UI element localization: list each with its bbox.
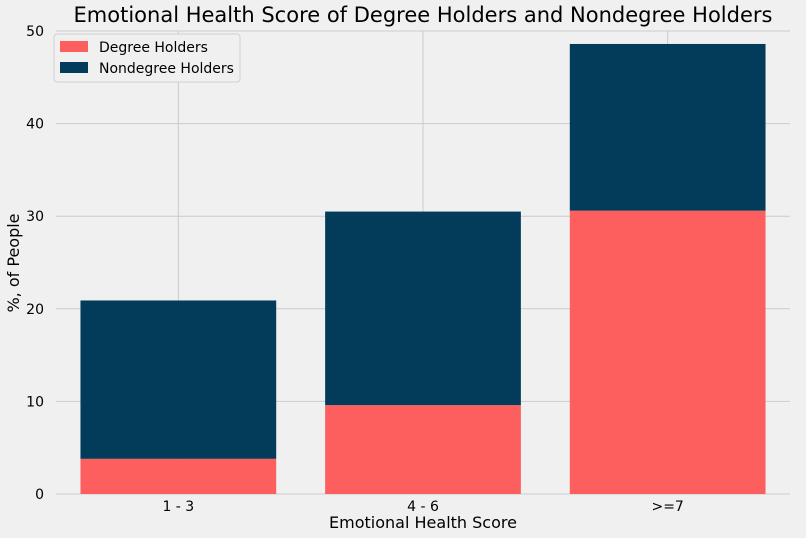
y-tick-label: 0 <box>35 487 44 503</box>
y-tick-label: 10 <box>26 394 44 410</box>
bar-degree-holders <box>569 210 766 495</box>
legend-swatch-degree-holders <box>60 41 88 52</box>
y-tick-label: 40 <box>26 117 44 133</box>
legend-box <box>53 33 241 83</box>
bar-degree-holders <box>80 458 277 494</box>
bars <box>80 43 766 495</box>
bar-nondegree-holders <box>569 43 766 211</box>
bar-degree-holders <box>325 405 521 494</box>
y-tick-label: 50 <box>26 24 44 40</box>
tick-labels: 0 10 20 30 40 50 1 - 3 4 - 6 >=7 <box>26 24 684 515</box>
y-tick-label: 20 <box>26 302 44 318</box>
x-tick-label: 1 - 3 <box>162 499 194 515</box>
x-tick-label: 4 - 6 <box>407 499 439 515</box>
y-axis-label: %, of People <box>4 213 23 312</box>
chart-title: Emotional Health Score of Degree Holders… <box>74 3 773 27</box>
legend-label-nondegree-holders: Nondegree Holders <box>99 61 234 77</box>
legend-label-degree-holders: Degree Holders <box>99 40 208 56</box>
bar-nondegree-holders <box>325 211 521 406</box>
legend: Degree Holders Nondegree Holders <box>53 33 241 83</box>
y-tick-label: 30 <box>26 209 44 225</box>
bar-nondegree-holders <box>80 300 277 459</box>
x-tick-label: >=7 <box>651 499 683 515</box>
x-axis-label: Emotional Health Score <box>329 513 517 532</box>
legend-swatch-nondegree-holders <box>60 62 88 73</box>
